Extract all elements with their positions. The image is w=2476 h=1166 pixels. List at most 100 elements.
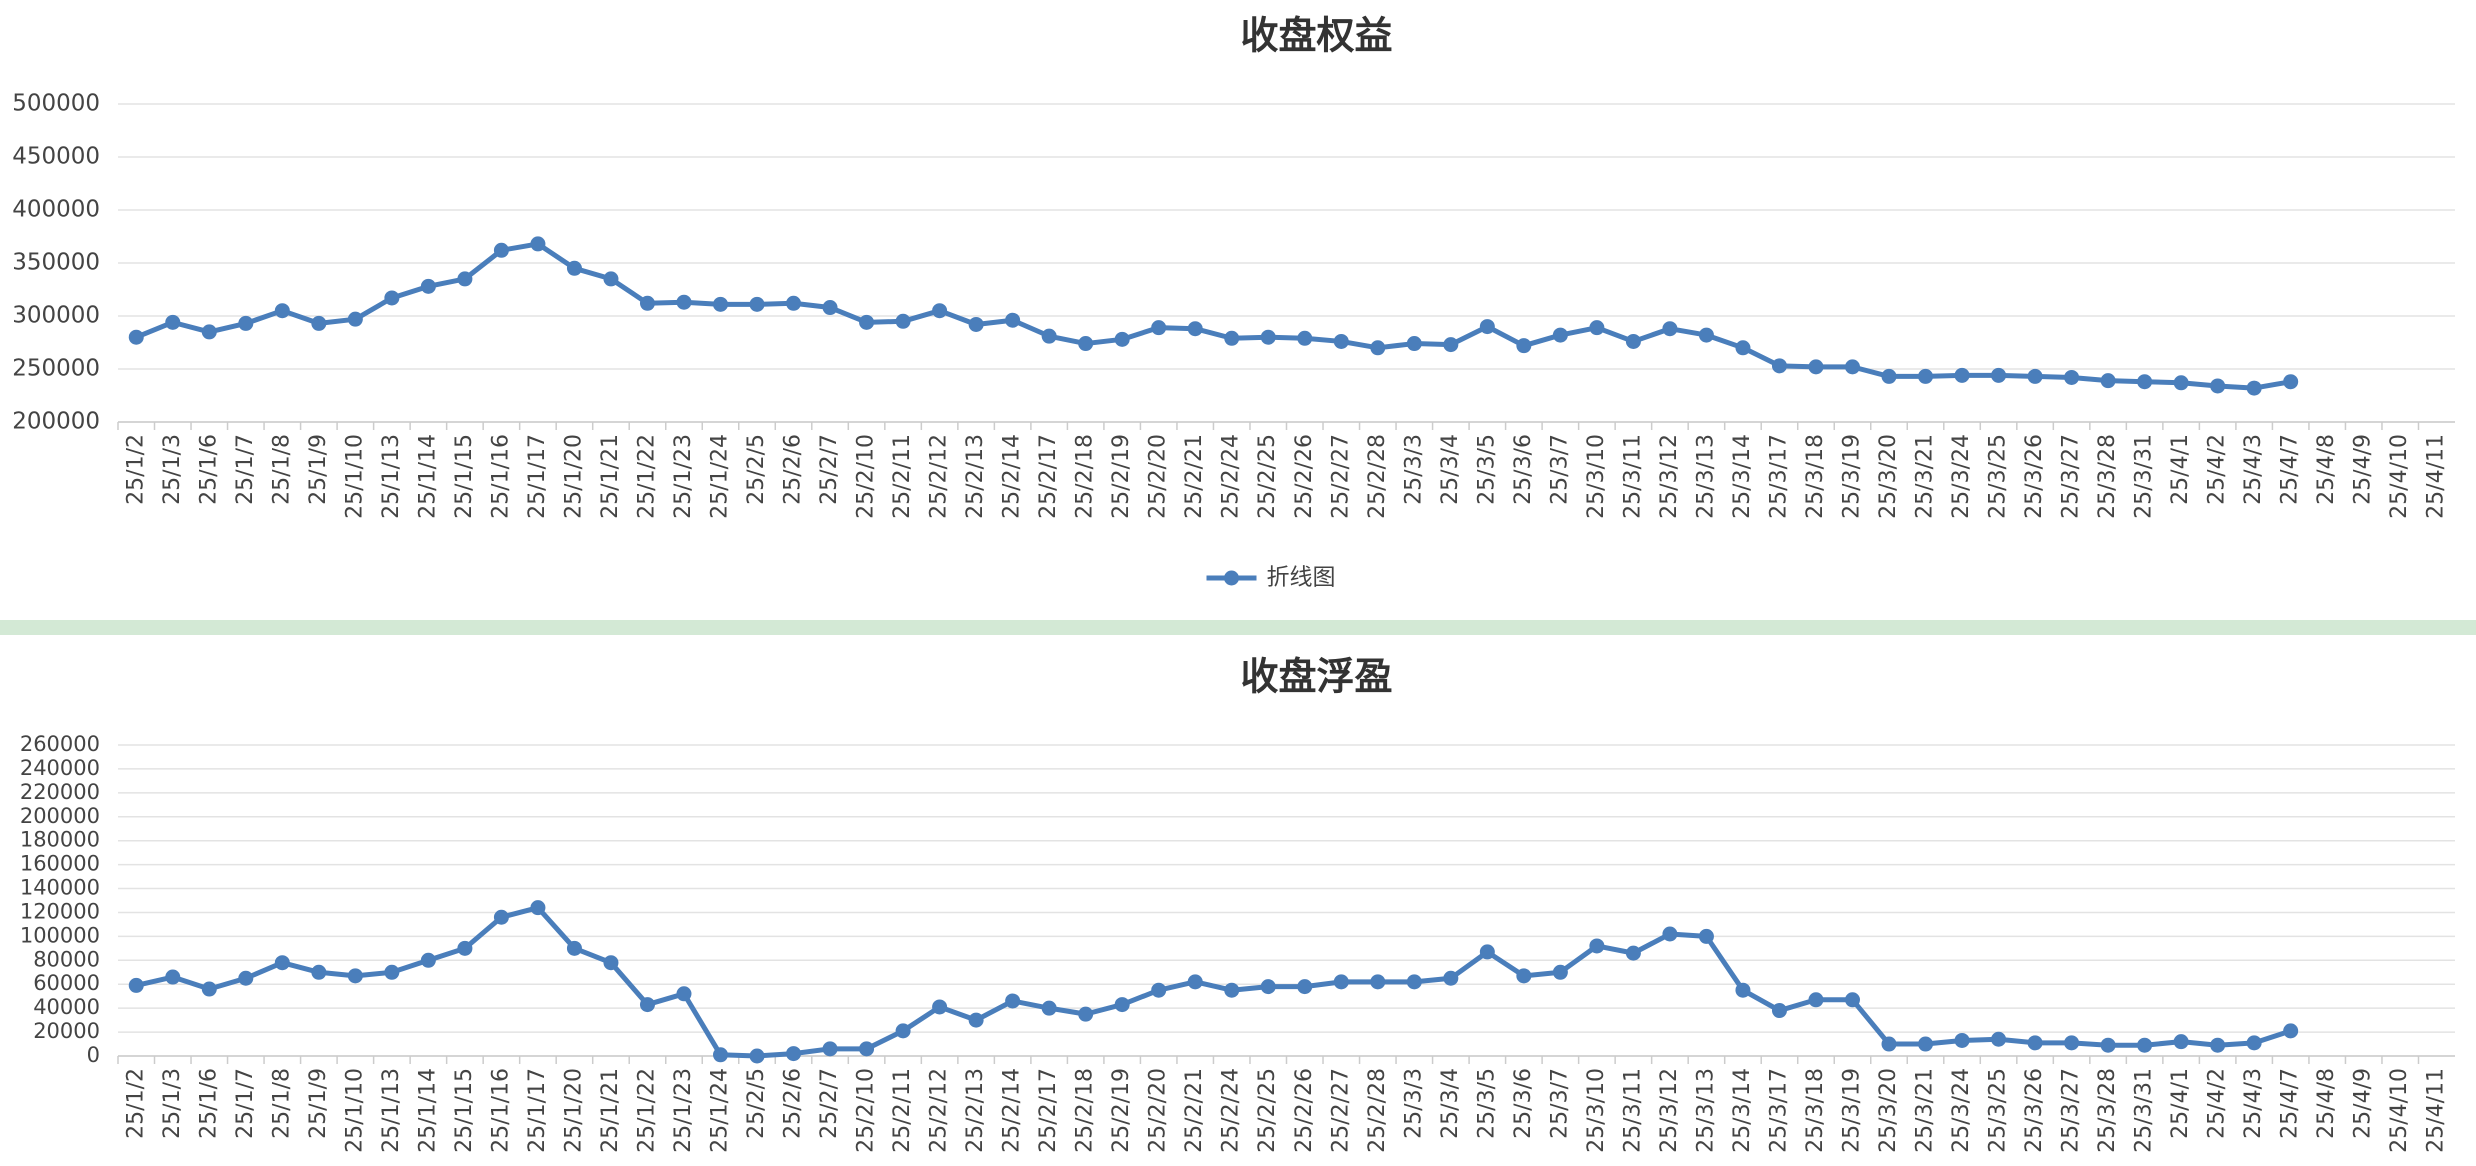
- x-tick-label: 25/3/7: [1547, 434, 1572, 505]
- x-tick-label: 25/1/23: [671, 434, 696, 519]
- data-point: [1333, 333, 1349, 349]
- x-tick-label: 25/1/16: [488, 434, 513, 519]
- y-tick-label: 80000: [33, 947, 100, 971]
- x-tick-label: 25/1/13: [379, 1068, 404, 1153]
- data-point: [1698, 327, 1714, 343]
- x-tick-label: 25/2/25: [1255, 1068, 1280, 1153]
- data-point: [311, 964, 327, 980]
- x-tick-label: 25/1/13: [379, 434, 404, 519]
- data-point: [2064, 369, 2080, 385]
- x-tick-label: 25/1/6: [196, 434, 221, 505]
- data-point: [1479, 944, 1495, 960]
- x-tick-label: 25/3/31: [2132, 434, 2157, 519]
- data-point: [1771, 1003, 1787, 1019]
- x-tick-label: 25/3/19: [1839, 434, 1864, 519]
- y-tick-label: 60000: [33, 971, 100, 995]
- data-point: [2100, 1037, 2116, 1053]
- data-point: [822, 1041, 838, 1057]
- data-point: [859, 314, 875, 330]
- data-point: [420, 278, 436, 294]
- data-point: [2283, 374, 2299, 390]
- y-tick-label: 0: [87, 1043, 100, 1067]
- data-point: [1552, 964, 1568, 980]
- data-point: [1005, 993, 1021, 1009]
- data-point: [384, 964, 400, 980]
- data-point: [1187, 974, 1203, 990]
- data-point: [749, 1048, 765, 1064]
- data-point: [603, 955, 619, 971]
- data-point: [1589, 938, 1605, 954]
- y-tick-label: 200000: [12, 409, 100, 435]
- x-tick-label: 25/1/8: [269, 434, 294, 505]
- x-tick-label: 25/2/14: [1000, 1068, 1025, 1153]
- x-tick-label: 25/3/27: [2059, 434, 2084, 519]
- y-tick-label: 160000: [20, 852, 100, 876]
- y-tick-label: 140000: [20, 876, 100, 900]
- x-tick-label: 25/3/10: [1584, 1068, 1609, 1153]
- data-point: [786, 1046, 802, 1062]
- x-tick-label: 25/2/10: [854, 1068, 879, 1153]
- x-tick-label: 25/3/18: [1803, 1068, 1828, 1153]
- x-tick-label: 25/4/9: [2351, 1068, 2376, 1139]
- data-point: [493, 242, 509, 258]
- x-tick-label: 25/3/5: [1474, 1068, 1499, 1139]
- y-tick-label: 350000: [12, 250, 100, 276]
- legend-label: 折线图: [1267, 565, 1336, 591]
- x-tick-label: 25/3/24: [1949, 1068, 1974, 1153]
- data-point: [1881, 1036, 1897, 1052]
- data-point: [932, 303, 948, 319]
- data-point: [128, 329, 144, 345]
- x-tick-label: 25/3/3: [1401, 434, 1426, 505]
- x-tick-label: 25/2/28: [1365, 434, 1390, 519]
- x-tick-label: 25/1/6: [196, 1068, 221, 1139]
- x-tick-label: 25/1/10: [342, 434, 367, 519]
- data-point: [1443, 337, 1459, 353]
- x-tick-label: 25/4/2: [2205, 434, 2230, 505]
- data-point: [2283, 1023, 2299, 1039]
- x-tick-label: 25/2/6: [781, 434, 806, 505]
- x-tick-label: 25/3/7: [1547, 1068, 1572, 1139]
- x-tick-label: 25/1/14: [415, 1068, 440, 1153]
- data-point: [1479, 319, 1495, 335]
- data-point: [2173, 375, 2189, 391]
- x-tick-label: 25/3/12: [1657, 434, 1682, 519]
- x-tick-label: 25/2/19: [1109, 1068, 1134, 1153]
- data-point: [895, 313, 911, 329]
- legend-marker: [1224, 570, 1239, 586]
- x-tick-label: 25/3/12: [1657, 1068, 1682, 1153]
- data-point: [1224, 982, 1240, 998]
- x-tick-label: 25/3/17: [1766, 434, 1791, 519]
- x-tick-label: 25/2/14: [1000, 434, 1025, 519]
- data-point: [1771, 358, 1787, 374]
- x-tick-label: 25/4/9: [2351, 434, 2376, 505]
- x-tick-label: 25/1/7: [233, 434, 258, 505]
- x-tick-label: 25/3/19: [1839, 1068, 1864, 1153]
- x-tick-label: 25/3/24: [1949, 434, 1974, 519]
- data-point: [968, 316, 984, 332]
- data-point: [2137, 374, 2153, 390]
- x-tick-label: 25/4/3: [2241, 434, 2266, 505]
- data-point: [1151, 320, 1167, 336]
- x-tick-label: 25/2/5: [744, 1068, 769, 1139]
- x-tick-label: 25/3/18: [1803, 434, 1828, 519]
- y-tick-label: 500000: [12, 91, 100, 117]
- x-tick-label: 25/3/20: [1876, 434, 1901, 519]
- x-tick-label: 25/3/20: [1876, 1068, 1901, 1153]
- data-point: [2027, 1035, 2043, 1051]
- x-tick-label: 25/2/21: [1182, 1068, 1207, 1153]
- x-tick-label: 25/1/9: [306, 1068, 331, 1139]
- y-tick-label: 240000: [20, 756, 100, 780]
- x-tick-label: 25/2/13: [963, 434, 988, 519]
- x-tick-label: 25/2/26: [1292, 434, 1317, 519]
- x-tick-label: 25/2/17: [1036, 1068, 1061, 1153]
- y-tick-label: 40000: [33, 995, 100, 1019]
- x-tick-label: 25/2/25: [1255, 434, 1280, 519]
- data-point: [895, 1023, 911, 1039]
- x-tick-label: 25/3/11: [1620, 1068, 1645, 1153]
- x-tick-label: 25/2/21: [1182, 434, 1207, 519]
- data-point: [2173, 1034, 2189, 1050]
- data-point: [1078, 336, 1094, 352]
- data-point: [1991, 367, 2007, 383]
- y-tick-label: 260000: [20, 732, 100, 756]
- x-tick-label: 25/3/4: [1438, 434, 1463, 505]
